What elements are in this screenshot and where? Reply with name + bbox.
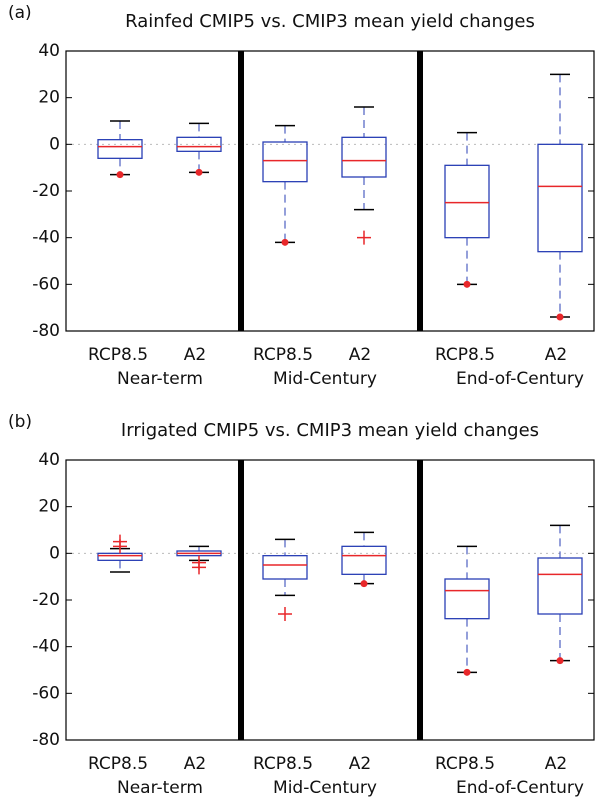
y-tick-label: -60 (32, 683, 60, 703)
chart-title: Irrigated CMIP5 vs. CMIP3 mean yield cha… (121, 420, 539, 441)
y-tick-label: 20 (38, 497, 60, 517)
x-tick-label: RCP8.5 (435, 345, 495, 365)
panel-label: (a) (8, 3, 32, 23)
x-tick-label: RCP8.5 (253, 754, 313, 774)
outlier (281, 238, 289, 246)
box (537, 557, 583, 615)
box (341, 545, 387, 575)
box (97, 139, 143, 159)
y-tick-label: -20 (32, 590, 60, 610)
x-tick-label: A2 (349, 345, 371, 365)
box (537, 143, 583, 253)
outlier (556, 313, 564, 321)
chart-title: Rainfed CMIP5 vs. CMIP3 mean yield chang… (125, 11, 535, 32)
x-tick-label: RCP8.5 (435, 754, 495, 774)
group-label: End-of-Century (456, 369, 584, 389)
y-tick-label: 20 (38, 88, 60, 108)
x-tick-label: RCP8.5 (253, 345, 313, 365)
group-label: Near-term (117, 369, 203, 389)
x-tick-label: A2 (545, 754, 567, 774)
plot-frame (65, 459, 595, 741)
group-label: End-of-Century (456, 778, 584, 798)
outlier (463, 280, 471, 288)
outlier (357, 230, 371, 245)
outlier (192, 560, 206, 575)
box (444, 164, 490, 239)
y-tick-label: -20 (32, 181, 60, 201)
group-label: Mid-Century (273, 369, 377, 389)
outlier (113, 539, 127, 554)
outlier (360, 580, 368, 588)
box (176, 136, 222, 152)
y-tick-label: -80 (32, 321, 60, 341)
outlier (463, 668, 471, 676)
box (262, 141, 308, 183)
y-tick-label: -40 (32, 228, 60, 248)
outlier (278, 607, 292, 621)
outlier (195, 168, 203, 176)
panel-label: (b) (8, 412, 32, 432)
y-tick-label: 0 (49, 134, 60, 154)
y-tick-label: -40 (32, 637, 60, 657)
x-tick-label: RCP8.5 (88, 754, 148, 774)
y-tick-label: -60 (32, 274, 60, 294)
y-tick-label: 0 (49, 543, 60, 563)
y-tick-label: 40 (38, 450, 60, 470)
y-tick-label: 40 (38, 41, 60, 61)
box (444, 578, 490, 620)
x-tick-label: A2 (184, 754, 206, 774)
group-label: Mid-Century (273, 778, 377, 798)
box (341, 136, 387, 178)
box (262, 555, 308, 580)
x-tick-label: A2 (184, 345, 206, 365)
outlier (556, 657, 564, 665)
group-label: Near-term (117, 778, 203, 798)
box (97, 552, 143, 561)
plot-frame (65, 50, 595, 332)
x-tick-label: A2 (545, 345, 567, 365)
x-tick-label: RCP8.5 (88, 345, 148, 365)
y-tick-label: -80 (32, 730, 60, 750)
outlier (116, 171, 124, 179)
x-tick-label: A2 (349, 754, 371, 774)
